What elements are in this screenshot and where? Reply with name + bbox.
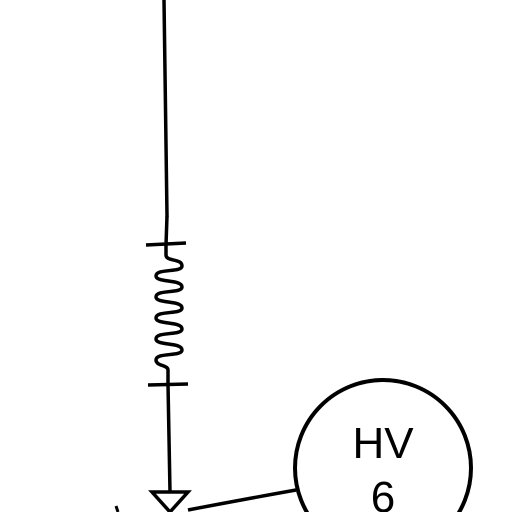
instrument-tag-letters: HV: [352, 419, 414, 468]
pipe-line-to-hose: [164, 215, 169, 246]
valve-stem-mark: [114, 505, 120, 512]
instrument-tag-number: 6: [371, 473, 395, 512]
signal-line: [187, 488, 297, 512]
pipe-line-lower: [166, 383, 172, 493]
instrument-bubble: [293, 378, 473, 512]
pipe-line-upper: [162, 0, 169, 218]
valve-body: [148, 490, 192, 512]
hose-fitting-upper: [145, 241, 187, 247]
flexible-hose: [154, 245, 184, 384]
